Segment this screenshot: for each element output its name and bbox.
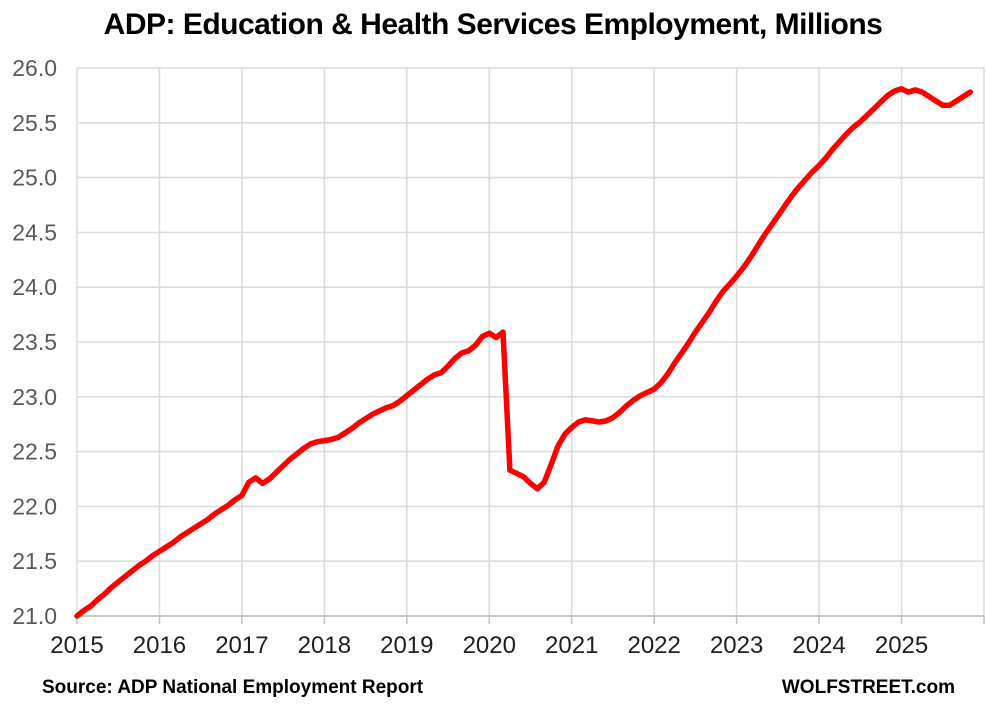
x-axis-label: 2018 (298, 632, 351, 659)
x-axis-label: 2016 (133, 632, 186, 659)
y-axis-label: 21.5 (12, 548, 57, 574)
x-axis-label: 2020 (463, 632, 516, 659)
source-note: Source: ADP National Employment Report (42, 677, 424, 698)
x-axis-label: 2017 (215, 632, 268, 659)
x-axis-label: 2022 (627, 632, 680, 659)
x-axis-label: 2019 (380, 632, 433, 659)
x-axis-label: 2021 (545, 632, 598, 659)
y-axis-label: 24.5 (12, 219, 57, 245)
x-axis-label: 2015 (50, 632, 103, 659)
employment-line (74, 86, 974, 619)
y-axis-label: 23.0 (12, 384, 57, 410)
y-axis-label: 25.5 (12, 110, 57, 136)
chart-title: ADP: Education & Health Services Employm… (103, 8, 883, 41)
y-axis-label: 24.0 (12, 274, 57, 300)
brand-watermark: WOLFSTREET.com (781, 677, 955, 698)
y-axis-label: 26.0 (12, 55, 57, 81)
y-axis-label: 22.0 (12, 493, 57, 519)
x-axis-label: 2023 (710, 632, 763, 659)
y-axis-label: 22.5 (12, 439, 57, 465)
chart-footer: Source: ADP National Employment Report W… (0, 677, 986, 699)
y-axis-label: 23.5 (12, 329, 57, 355)
x-axis-label: 2025 (875, 632, 928, 659)
x-axis-label: 2024 (792, 632, 845, 659)
y-axis-label: 21.0 (12, 603, 57, 629)
y-axis-label: 25.0 (12, 165, 57, 191)
